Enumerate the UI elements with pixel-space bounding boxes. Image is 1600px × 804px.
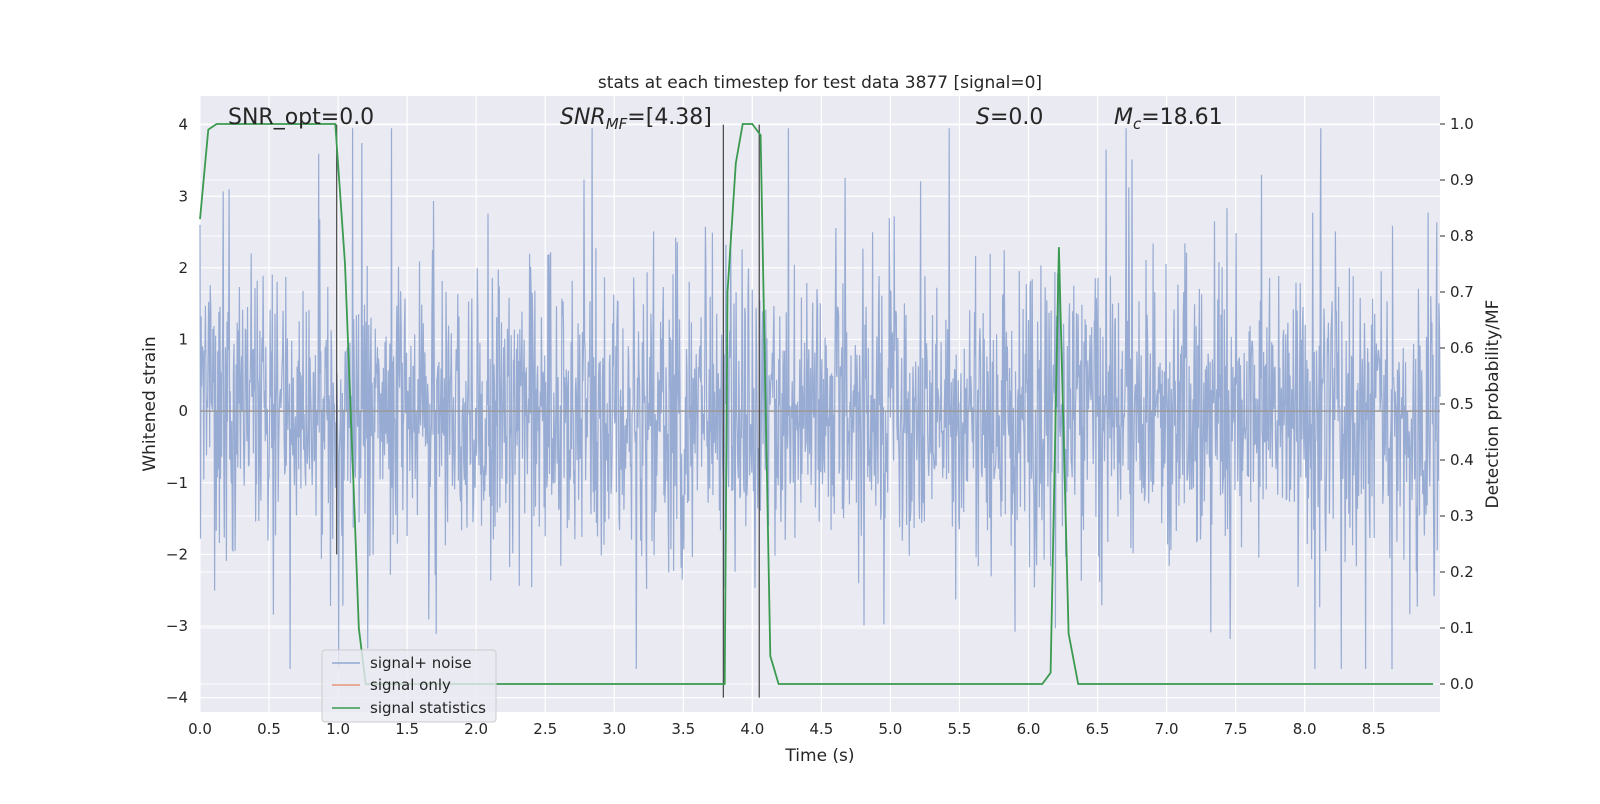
series-signal-noise — [199, 128, 1441, 670]
x-tick-label: 8.0 — [1293, 720, 1317, 738]
x-tick-label: 6.5 — [1086, 720, 1110, 738]
annotation-mc: Mc=18.61 — [1114, 105, 1223, 133]
y-axis-label-left: Whitened strain — [140, 336, 160, 471]
series-signal-statistics — [199, 123, 1434, 685]
x-tick-label: 1.5 — [395, 720, 419, 738]
x-tick-label: 3.5 — [671, 720, 695, 738]
tick-labels: 0.0 0.5 1.0 1.5 2.0 2.5 3.0 3.5 4.0 4.5 5.0 5.5 6.0 6… — [166, 115, 1474, 738]
y-tick-label-right: 0.5 — [1450, 395, 1474, 413]
y-tick-label-right: 0.8 — [1450, 227, 1474, 245]
snr-mf-value: =[4.38] — [627, 105, 712, 130]
y-axis-label-right: Detection probability/MF — [1483, 300, 1503, 509]
x-tick-label: 2.5 — [533, 720, 557, 738]
signal-noise-line — [199, 128, 1441, 670]
x-tick-label: 0.5 — [257, 720, 281, 738]
mc-symbol: M — [1114, 105, 1133, 130]
y-tick-label-right: 0.7 — [1450, 283, 1474, 301]
y-tick-label-right: 0.4 — [1450, 451, 1474, 469]
y-tick-label-right: 0.3 — [1450, 507, 1474, 525]
legend: signal+ noise signal only signal statist… — [321, 649, 497, 723]
annotation-snr-mf: SNRMF=[4.38] — [560, 105, 712, 133]
x-tick-label: 4.0 — [740, 720, 764, 738]
y-tick-label-left: −2 — [166, 545, 188, 563]
y-tick-label-left: 4 — [178, 116, 188, 134]
legend-label-signal-statistics: signal statistics — [370, 699, 486, 717]
y-tick-label-right: 0.0 — [1450, 675, 1474, 693]
legend-box — [321, 649, 497, 723]
y-tick-label-left: 2 — [178, 259, 188, 277]
x-tick-label: 4.5 — [809, 720, 833, 738]
snr-mf-symbol: SNR — [560, 105, 606, 130]
x-tick-label: 7.5 — [1224, 720, 1248, 738]
x-tick-label: 8.5 — [1362, 720, 1386, 738]
y-tick-label-right: 0.6 — [1450, 339, 1474, 357]
annotation-snr-opt: SNR_opt=0.0 — [228, 105, 374, 130]
s-value: =0.0 — [990, 105, 1043, 130]
x-tick-label: 5.0 — [878, 720, 902, 738]
y-tick-label-left: −3 — [166, 617, 188, 635]
x-tick-label: 0.0 — [188, 720, 212, 738]
snr-mf-subscript: MF — [606, 115, 628, 133]
mc-subscript: c — [1133, 115, 1142, 133]
y-tick-label-right: 0.1 — [1450, 619, 1474, 637]
x-tick-label: 1.0 — [326, 720, 350, 738]
annotation-s: S=0.0 — [976, 105, 1043, 130]
x-tick-label: 5.5 — [948, 720, 972, 738]
chart-title: stats at each timestep for test data 387… — [598, 73, 1042, 93]
x-axis-label: Time (s) — [784, 746, 854, 766]
legend-label-signal-only: signal only — [370, 676, 451, 694]
y-tick-label-right: 0.2 — [1450, 563, 1474, 581]
x-tick-label: 6.0 — [1017, 720, 1041, 738]
y-tick-label-left: 3 — [178, 187, 188, 205]
vertical-markers — [336, 124, 760, 698]
x-tick-label: 3.0 — [602, 720, 626, 738]
y-tick-label-left: −1 — [166, 474, 188, 492]
y-tick-label-left: −4 — [166, 689, 188, 707]
y-tick-label-right: 1.0 — [1450, 115, 1474, 133]
x-tick-label: 7.0 — [1155, 720, 1179, 738]
signal-statistics-line — [199, 123, 1434, 685]
y-tick-label-left: 0 — [178, 402, 188, 420]
x-tick-label: 2.0 — [464, 720, 488, 738]
mc-value: =18.61 — [1141, 105, 1222, 130]
y-tick-label-right: 0.9 — [1450, 171, 1474, 189]
s-symbol: S — [976, 105, 990, 130]
y-tick-label-left: 1 — [178, 331, 188, 349]
legend-label-signal-noise: signal+ noise — [370, 654, 472, 672]
